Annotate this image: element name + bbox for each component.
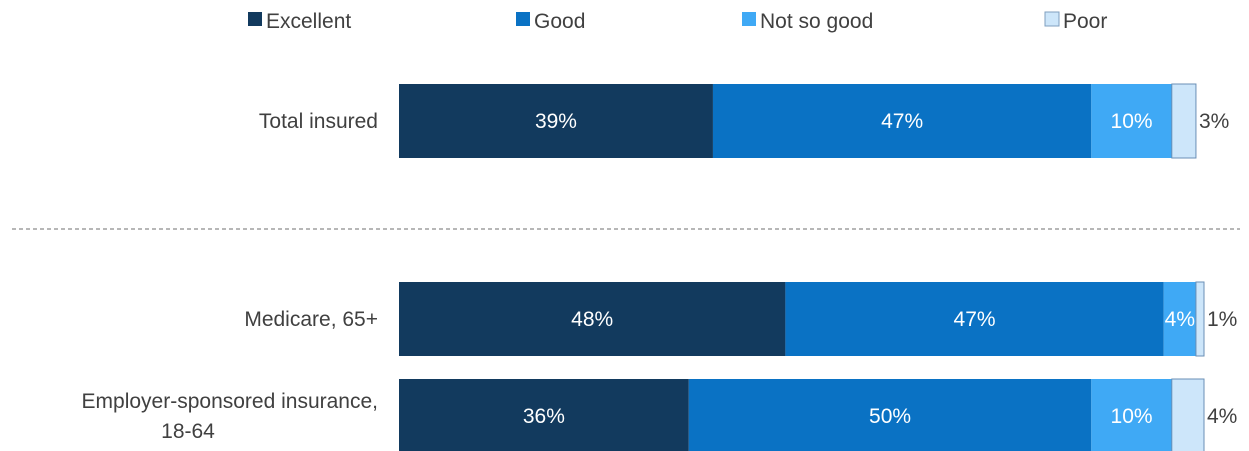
data-label-excellent-1: 48%	[571, 308, 613, 331]
legend-swatch-excellent	[248, 12, 262, 26]
bar-segment-not-so-good-2	[1091, 379, 1172, 451]
bar-segment-not-so-good-1	[1163, 282, 1196, 356]
legend-swatch-good	[516, 12, 530, 26]
bar-segment-poor-0	[1171, 83, 1197, 159]
legend-swatch-not-so-good	[742, 12, 756, 26]
legend-label-good: Good	[534, 10, 585, 33]
bar-segment-poor-2	[1171, 378, 1205, 451]
data-label-poor-0: 3%	[1199, 110, 1229, 133]
legend-swatch-poor	[1044, 11, 1060, 27]
bar-segment-poor-1	[1195, 281, 1205, 357]
data-label-excellent-2: 36%	[523, 405, 565, 428]
data-label-poor-2: 4%	[1207, 405, 1237, 428]
data-label-good-0: 47%	[881, 110, 923, 133]
data-label-not-so-good-1: 4%	[1165, 308, 1195, 331]
bar-segment-not-so-good-0	[1091, 84, 1172, 158]
category-label-2-line-1: 18-64	[161, 420, 215, 443]
legend-label-poor: Poor	[1063, 10, 1107, 33]
legend-label-excellent: Excellent	[266, 10, 351, 33]
legend-label-not-so-good: Not so good	[760, 10, 873, 33]
category-label-1: Medicare, 65+	[244, 308, 378, 331]
bar-segment-good-2	[688, 379, 1092, 451]
data-label-poor-1: 1%	[1207, 308, 1237, 331]
bar-segment-good-1	[785, 282, 1164, 356]
data-label-excellent-0: 39%	[535, 110, 577, 133]
data-label-good-2: 50%	[869, 405, 911, 428]
data-label-not-so-good-0: 10%	[1111, 110, 1153, 133]
category-label-2-line-0: Employer-sponsored insurance,	[82, 390, 378, 413]
bar-segment-excellent-1	[399, 282, 786, 356]
bar-segment-excellent-0	[399, 84, 713, 158]
data-label-not-so-good-2: 10%	[1111, 405, 1153, 428]
bar-segment-good-0	[712, 84, 1092, 158]
data-label-good-1: 47%	[954, 308, 996, 331]
category-label-0: Total insured	[259, 110, 378, 133]
bar-segment-excellent-2	[399, 379, 689, 451]
